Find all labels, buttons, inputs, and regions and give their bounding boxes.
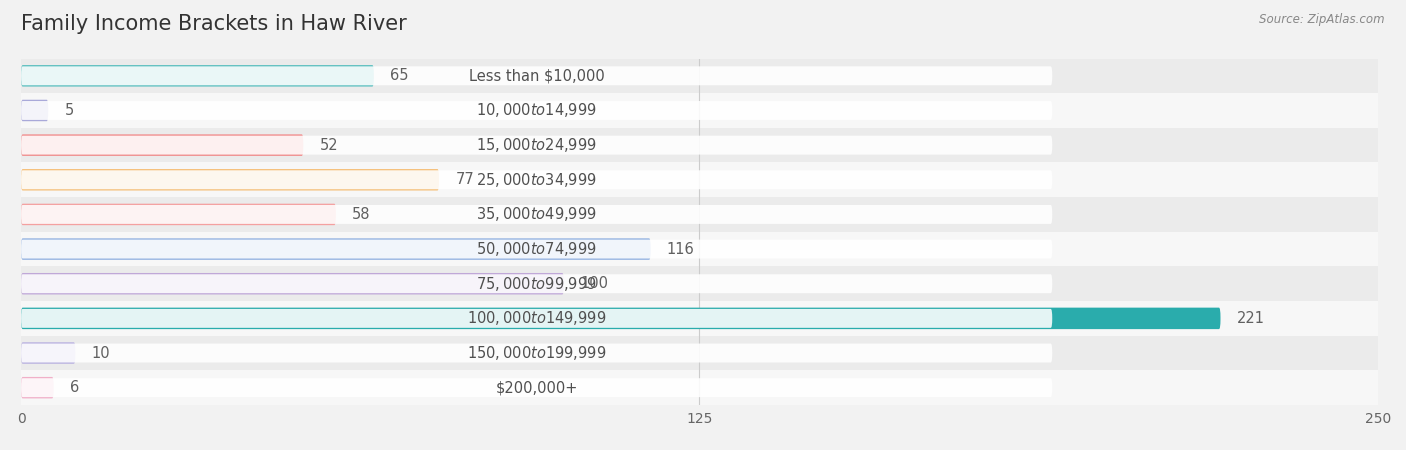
Text: Family Income Brackets in Haw River: Family Income Brackets in Haw River: [21, 14, 406, 33]
FancyBboxPatch shape: [21, 135, 1052, 155]
Bar: [21, 128, 1378, 162]
Text: 77: 77: [456, 172, 474, 187]
FancyBboxPatch shape: [21, 205, 1052, 224]
Bar: [21, 336, 1378, 370]
FancyBboxPatch shape: [21, 66, 1052, 86]
Bar: [21, 301, 1378, 336]
Text: 52: 52: [319, 138, 339, 153]
FancyBboxPatch shape: [21, 100, 48, 121]
Text: $35,000 to $49,999: $35,000 to $49,999: [477, 205, 598, 223]
Bar: [21, 58, 1378, 93]
FancyBboxPatch shape: [21, 135, 304, 156]
FancyBboxPatch shape: [21, 342, 76, 364]
Bar: [21, 93, 1378, 128]
Text: $100,000 to $149,999: $100,000 to $149,999: [467, 310, 606, 327]
Text: 10: 10: [91, 346, 110, 360]
Text: Source: ZipAtlas.com: Source: ZipAtlas.com: [1260, 14, 1385, 27]
FancyBboxPatch shape: [21, 377, 53, 398]
Bar: [21, 197, 1378, 232]
FancyBboxPatch shape: [21, 238, 651, 260]
Text: 116: 116: [666, 242, 695, 256]
Text: $75,000 to $99,999: $75,000 to $99,999: [477, 274, 598, 292]
Text: 221: 221: [1237, 311, 1265, 326]
FancyBboxPatch shape: [21, 65, 374, 86]
Text: 100: 100: [581, 276, 607, 291]
Text: $200,000+: $200,000+: [495, 380, 578, 395]
Bar: [21, 232, 1378, 266]
Text: 6: 6: [70, 380, 79, 395]
FancyBboxPatch shape: [21, 204, 336, 225]
FancyBboxPatch shape: [21, 274, 1052, 293]
FancyBboxPatch shape: [21, 239, 1052, 259]
Bar: [21, 370, 1378, 405]
FancyBboxPatch shape: [21, 309, 1052, 328]
FancyBboxPatch shape: [21, 170, 1052, 189]
Text: $25,000 to $34,999: $25,000 to $34,999: [477, 171, 598, 189]
Text: $50,000 to $74,999: $50,000 to $74,999: [477, 240, 598, 258]
Bar: [21, 266, 1378, 301]
Bar: [21, 162, 1378, 197]
Text: $15,000 to $24,999: $15,000 to $24,999: [477, 136, 598, 154]
FancyBboxPatch shape: [21, 101, 1052, 120]
Text: 65: 65: [389, 68, 409, 83]
Text: Less than $10,000: Less than $10,000: [468, 68, 605, 83]
FancyBboxPatch shape: [21, 169, 439, 190]
Text: $150,000 to $199,999: $150,000 to $199,999: [467, 344, 606, 362]
FancyBboxPatch shape: [21, 378, 1052, 397]
FancyBboxPatch shape: [21, 343, 1052, 363]
Text: $10,000 to $14,999: $10,000 to $14,999: [477, 101, 598, 119]
FancyBboxPatch shape: [21, 308, 1220, 329]
Text: 5: 5: [65, 103, 73, 118]
FancyBboxPatch shape: [21, 273, 564, 294]
Text: 58: 58: [352, 207, 371, 222]
